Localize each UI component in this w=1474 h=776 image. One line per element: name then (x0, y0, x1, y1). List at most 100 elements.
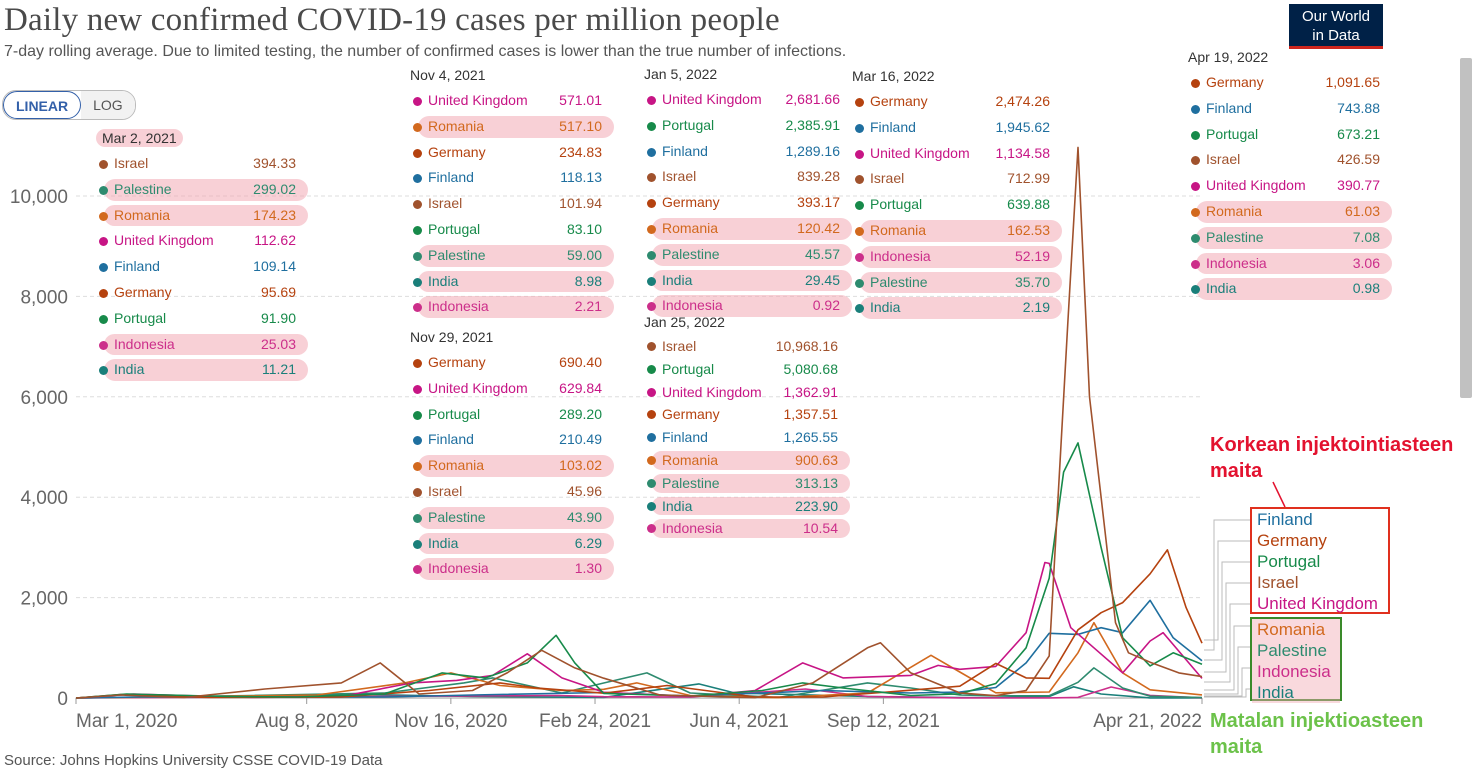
end-legend-label[interactable]: India (1252, 682, 1340, 703)
tooltip-country: Israel (1206, 151, 1241, 168)
log-scale-button[interactable]: LOG (81, 91, 135, 119)
end-legend-label[interactable]: Palestine (1252, 640, 1340, 661)
y-tick-label: 4,000 (20, 488, 68, 509)
tooltip-row: India 29.45 (644, 268, 852, 294)
legend-dot (413, 122, 422, 132)
tooltip-value: 45.57 (804, 245, 840, 262)
legend-connector (1204, 519, 1252, 651)
chart-subtitle: 7-day rolling average. Due to limited te… (4, 43, 847, 60)
tooltip-value: 120.42 (797, 219, 840, 236)
tooltip-value: 1,357.51 (783, 406, 839, 423)
tooltip-row: Finland 1,945.62 (852, 115, 1062, 141)
end-legend-label[interactable]: Indonesia (1252, 661, 1340, 682)
tooltip-row: India 11.21 (96, 357, 308, 383)
low-injection-annotation: Matalan injektioasteen maita (1210, 708, 1423, 760)
tooltip-country: United Kingdom (870, 144, 970, 161)
tooltip-country: India (870, 299, 901, 316)
highlight-mark (652, 450, 850, 470)
highlight-mark (418, 558, 614, 581)
legend-dot (647, 501, 656, 511)
linear-scale-button[interactable]: LINEAR (3, 91, 82, 119)
tooltip-value: 2.19 (1022, 299, 1050, 316)
tooltip-country: Germany (870, 93, 928, 109)
tooltip-row: Portugal 83.10 (410, 217, 615, 243)
tooltip-value: 571.01 (559, 92, 602, 108)
x-tick-label: Apr 21, 2022 (1093, 711, 1202, 732)
legend-dot (647, 250, 656, 260)
end-legend-label[interactable]: Romania (1252, 619, 1340, 640)
y-tick-label: 0 (57, 689, 68, 710)
tooltip-row: Palestine 299.02 (96, 177, 308, 203)
tooltip-value: 712.99 (1007, 170, 1050, 187)
tooltip: Nov 4, 2021 United Kingdom 571.01 Romania 51… (410, 66, 615, 320)
tooltip-row: United Kingdom 1,134.58 (852, 141, 1062, 167)
end-legend-label[interactable]: United Kingdom (1257, 594, 1378, 613)
tooltip-country: Finland (870, 118, 916, 135)
series-line-united-kingdom (75, 561, 1203, 699)
legend-dot (855, 226, 864, 236)
x-tick-label: Feb 24, 2021 (539, 711, 651, 732)
legend-dot (647, 147, 656, 157)
tooltip-value: 162.53 (1007, 221, 1050, 238)
tooltip-row: Finland 118.13 (410, 165, 615, 191)
highlight-mark (652, 269, 852, 292)
series-line-finland (75, 599, 1203, 699)
end-legend-label[interactable]: Israel (1257, 573, 1299, 592)
highlight-mark (418, 455, 614, 477)
tooltip-country: Finland (428, 431, 474, 448)
x-tick-label: Sep 12, 2021 (827, 711, 940, 732)
tooltip-row: Indonesia 52.19 (852, 244, 1062, 270)
owid-logo[interactable]: Our World in Data (1289, 4, 1383, 46)
tooltip-country: India (428, 534, 459, 551)
highlight-mark (418, 296, 614, 319)
tooltip-country: United Kingdom (114, 232, 214, 249)
highlight-mark (1196, 252, 1392, 275)
tooltip-value: 690.40 (559, 354, 602, 370)
series-line-germany (75, 549, 1203, 699)
tooltip-row: Finland 109.14 (96, 254, 306, 280)
legend-connector (1204, 540, 1252, 641)
tooltip-country: Germany (428, 143, 486, 160)
series-line-indonesia (75, 686, 1203, 699)
tooltip-country: Palestine (662, 245, 720, 262)
scrollbar[interactable] (1460, 58, 1472, 398)
tooltip-country: United Kingdom (662, 383, 762, 400)
tooltip-row: United Kingdom 571.01 (410, 88, 615, 114)
tooltip-row: Israel 839.28 (644, 164, 849, 190)
tooltip-row: Romania 61.03 (1188, 199, 1398, 225)
highlight-mark (418, 270, 614, 293)
tooltip-value: 1,265.55 (783, 429, 839, 446)
tooltip-row: United Kingdom 1,362.91 (644, 381, 849, 404)
tooltip-value: 1,289.16 (785, 142, 841, 159)
tooltip-row: Germany 95.69 (96, 280, 306, 306)
logo-accent-bar (1289, 46, 1383, 49)
tooltip-date: Nov 29, 2021 (410, 329, 494, 345)
end-legend-label[interactable]: Finland (1257, 510, 1313, 529)
tooltip-country: Finland (114, 258, 160, 275)
legend-connector (1204, 625, 1252, 691)
end-legend-label[interactable]: Germany (1257, 531, 1327, 550)
tooltip-row: Romania 900.63 (644, 449, 850, 472)
tooltip-country: Finland (662, 142, 708, 159)
legend-dot (99, 237, 108, 247)
tooltip-row: India 6.29 (410, 531, 615, 557)
tooltip-row: Indonesia 1.30 (410, 556, 615, 582)
tooltip-country: India (662, 497, 693, 514)
tooltip-row: United Kingdom 2,681.66 (644, 87, 849, 113)
tooltip-row: United Kingdom 390.77 (1188, 173, 1398, 199)
tooltip-value: 61.03 (1344, 202, 1380, 219)
end-legend-label[interactable]: Portugal (1257, 552, 1321, 571)
tooltip-row: Germany 1,091.65 (1188, 70, 1398, 96)
tooltip-country: Portugal (870, 196, 923, 213)
tooltip-country: Portugal (428, 220, 481, 237)
tooltip-value: 83.10 (566, 220, 602, 237)
x-tick-label: Nov 16, 2020 (394, 711, 507, 732)
tooltip-value: 289.20 (559, 405, 602, 422)
tooltip-value: 1,091.65 (1325, 74, 1381, 90)
y-tick-label: 10,000 (10, 187, 68, 208)
tooltip-value: 839.28 (797, 168, 840, 185)
highlight-mark (104, 359, 308, 382)
legend-dot (855, 98, 864, 107)
legend-dot (99, 366, 108, 376)
tooltip-country: Israel (662, 338, 697, 354)
